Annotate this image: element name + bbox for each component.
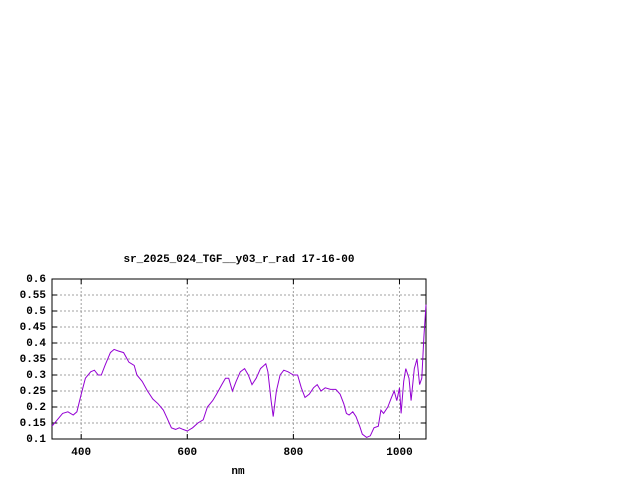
y-tick-label: 0.2	[26, 402, 46, 414]
x-tick-label: 800	[283, 447, 303, 459]
y-tick-label: 0.15	[20, 418, 47, 430]
y-tick-label: 0.3	[26, 370, 46, 382]
plot-frame	[51, 278, 427, 440]
x-axis-label: nm	[231, 466, 245, 478]
y-tick-label: 0.35	[20, 354, 47, 366]
chart-title: sr_2025_024_TGF__y03_r_rad 17-16-00	[123, 254, 354, 266]
y-tick-label: 0.5	[26, 306, 46, 318]
y-tick-label: 0.45	[20, 322, 47, 334]
data-line	[51, 304, 427, 438]
x-tick-label: 400	[71, 447, 91, 459]
y-tick-label: 0.6	[26, 274, 46, 286]
x-tick-label: 600	[177, 447, 197, 459]
y-tick-label: 0.55	[20, 290, 47, 302]
y-tick-label: 0.25	[20, 386, 47, 398]
y-tick-label: 0.1	[26, 434, 46, 446]
y-tick-label: 0.4	[26, 338, 46, 350]
x-tick-label: 1000	[386, 447, 412, 459]
